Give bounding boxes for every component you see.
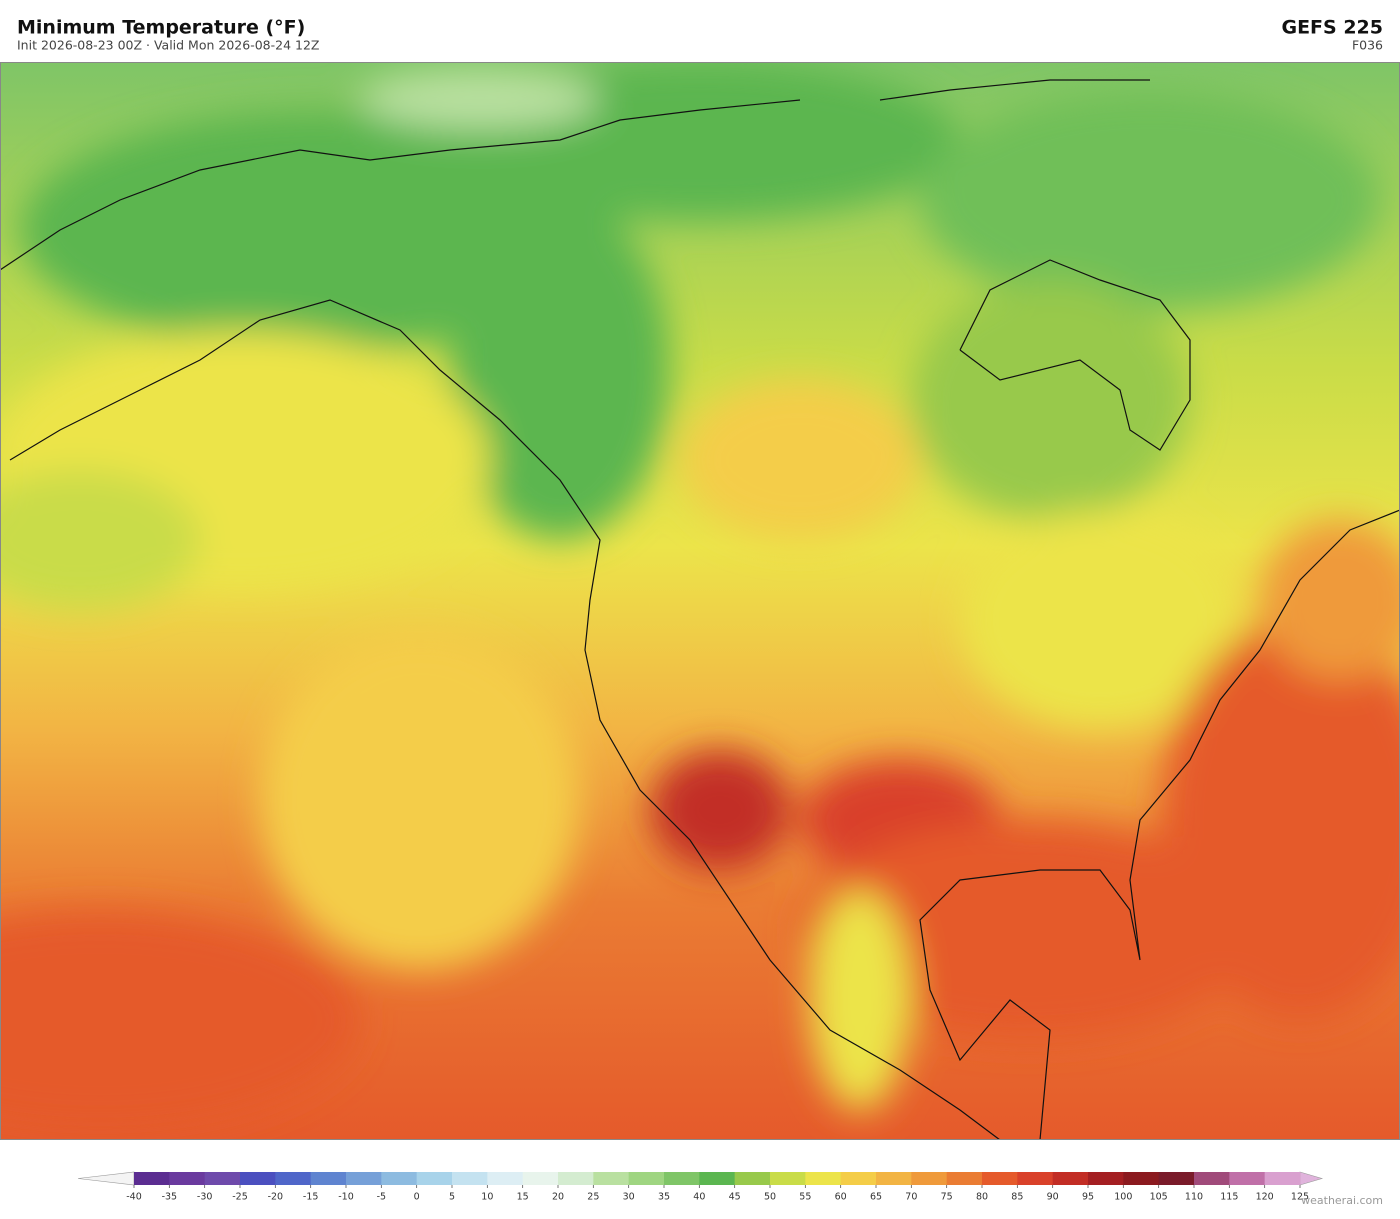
colorbar-tick-label: 105	[1150, 1192, 1168, 1203]
forecast-hour: F036	[1352, 38, 1383, 53]
colorbar-under	[77, 1171, 135, 1186]
colorbar-tick-label: 65	[870, 1192, 882, 1203]
temperature-field	[0, 62, 1400, 1140]
colorbar-tick-label: 15	[517, 1192, 529, 1203]
colorbar-tick-label: 70	[905, 1192, 917, 1203]
map-subtitle: Init 2026-08-23 00Z · Valid Mon 2026-08-…	[17, 38, 319, 53]
colorbar-tick-label: 25	[587, 1192, 599, 1203]
color-step	[911, 1172, 948, 1185]
color-step	[1088, 1172, 1124, 1185]
colorbar-tick-label: -15	[303, 1192, 319, 1203]
color-step	[1158, 1172, 1195, 1185]
color-step	[1017, 1172, 1054, 1185]
model-name: GEFS 225	[1281, 17, 1383, 39]
color-step	[1264, 1172, 1301, 1185]
colorbar-tick-label: 0	[414, 1192, 420, 1203]
colorbar-tick-label: 30	[623, 1192, 635, 1203]
color-step	[1229, 1172, 1266, 1185]
color-step	[381, 1172, 418, 1185]
colorbar-over	[1299, 1171, 1324, 1186]
color-step	[805, 1172, 842, 1185]
colorbar-tick-label: 80	[976, 1192, 988, 1203]
color-step	[699, 1172, 736, 1185]
color-step	[1194, 1172, 1230, 1185]
color-step	[416, 1172, 453, 1185]
colorbar-tick-label: 55	[799, 1192, 811, 1203]
colorbar-tick-label: 95	[1082, 1192, 1094, 1203]
colorbar-tick-label: 120	[1256, 1192, 1274, 1203]
colorbar-tick-label: 60	[835, 1192, 847, 1203]
colorbar-tick-label: 90	[1047, 1192, 1059, 1203]
colorbar-tick-label: -20	[268, 1192, 284, 1203]
colorbar-tick-label: -40	[126, 1192, 142, 1203]
colorbar-tick-label: -30	[197, 1192, 213, 1203]
color-step	[240, 1172, 276, 1185]
color-step	[346, 1172, 382, 1185]
color-step	[982, 1172, 1018, 1185]
colorbar-tick-label: 20	[552, 1192, 564, 1203]
colorbar-tick-label: 115	[1220, 1192, 1238, 1203]
color-step	[452, 1172, 488, 1185]
coastline	[0, 79, 1400, 1140]
color-step	[734, 1172, 771, 1185]
colorbar-tick-label: 35	[658, 1192, 670, 1203]
colorbar-tick-label: 50	[764, 1192, 776, 1203]
color-step	[593, 1172, 630, 1185]
color-step	[946, 1172, 983, 1185]
color-step	[487, 1172, 524, 1185]
color-step	[204, 1172, 241, 1185]
color-step	[558, 1172, 594, 1185]
color-step	[169, 1172, 206, 1185]
colorbar-tick-label: 110	[1185, 1192, 1203, 1203]
color-step	[628, 1172, 665, 1185]
color-step	[1052, 1172, 1089, 1185]
colorbar-tick-label: 85	[1011, 1192, 1023, 1203]
colorbar-tick-label: 100	[1114, 1192, 1132, 1203]
colorbar-tick-label: 75	[941, 1192, 953, 1203]
color-step	[664, 1172, 700, 1185]
colorbar: -40 -35 -30 -25 -20 -15 -10 -5 0 5 10 15 20 25 30 35 40 4…	[77, 1171, 1324, 1203]
colorbar-tick-label: -25	[232, 1192, 248, 1203]
color-step	[134, 1172, 170, 1185]
colorbar-tick-label: 10	[481, 1192, 493, 1203]
colorbar-tick-label: 5	[449, 1192, 455, 1203]
colorbar-tick-label: -35	[162, 1192, 178, 1203]
watermark: weatherai.com	[1301, 1194, 1383, 1207]
color-step	[770, 1172, 806, 1185]
color-step	[876, 1172, 912, 1185]
colorbar-tick-label: 40	[693, 1192, 705, 1203]
map-title: Minimum Temperature (°F)	[17, 17, 305, 39]
color-step	[310, 1172, 347, 1185]
colorbar-tick-label: 125	[1291, 1192, 1309, 1203]
color-step	[1123, 1172, 1160, 1185]
colorbar-tick-label: 45	[729, 1192, 741, 1203]
color-step	[522, 1172, 559, 1185]
color-step	[275, 1172, 312, 1185]
field-blobs	[0, 62, 1400, 1130]
colorbar-tick-label: -5	[377, 1192, 386, 1203]
colorbar-tick-label: -10	[338, 1192, 354, 1203]
color-step	[840, 1172, 877, 1185]
